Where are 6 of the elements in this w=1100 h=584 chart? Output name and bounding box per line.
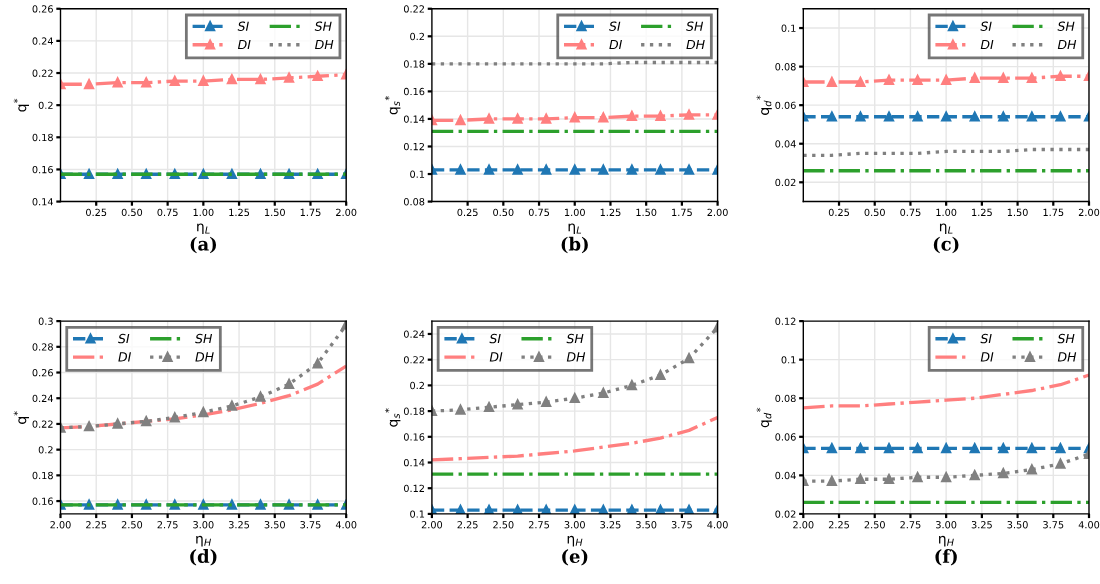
text: (f) [935,549,957,566]
text: (a) [190,236,217,254]
text: (e) [562,549,588,566]
text: (b) [561,236,588,254]
text: (d) [190,549,217,566]
text: (c) [933,236,959,254]
